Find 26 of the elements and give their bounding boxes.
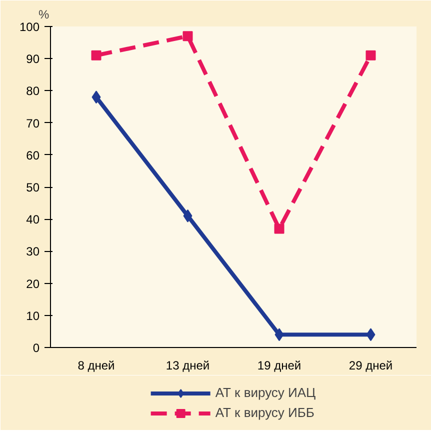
y-axis-title: %: [38, 8, 50, 22]
y-tick-label: 50: [26, 180, 40, 194]
point: [274, 224, 284, 234]
x-tick-label: 13 дней: [166, 358, 210, 372]
x-tick-label: 19 дней: [257, 358, 302, 372]
x-tick-label: 29 дней: [348, 358, 393, 372]
y-tick-label: 70: [26, 116, 40, 130]
y-tick-label: 60: [26, 148, 40, 162]
x-tick-label: 8 дней: [78, 358, 115, 372]
legend-label: АТ к вирусу ИББ: [215, 405, 314, 420]
point: [274, 328, 284, 342]
y-tick-label: 80: [26, 84, 40, 98]
y-tick-label: 20: [26, 276, 40, 291]
point: [366, 50, 376, 60]
y-tick-label: 100: [19, 20, 40, 34]
y-tick-label: 40: [26, 212, 40, 227]
y-tick-label: 0: [32, 341, 40, 355]
point: [91, 50, 102, 60]
point: [366, 328, 376, 342]
y-tick-label: 30: [26, 244, 40, 259]
legend-label: АТ к вирусу ИАЦ: [215, 385, 316, 400]
point: [182, 31, 193, 42]
y-tick-label: 10: [26, 308, 40, 323]
y-tick-label: 90: [26, 52, 40, 66]
point: [92, 90, 101, 104]
point: [183, 209, 192, 222]
